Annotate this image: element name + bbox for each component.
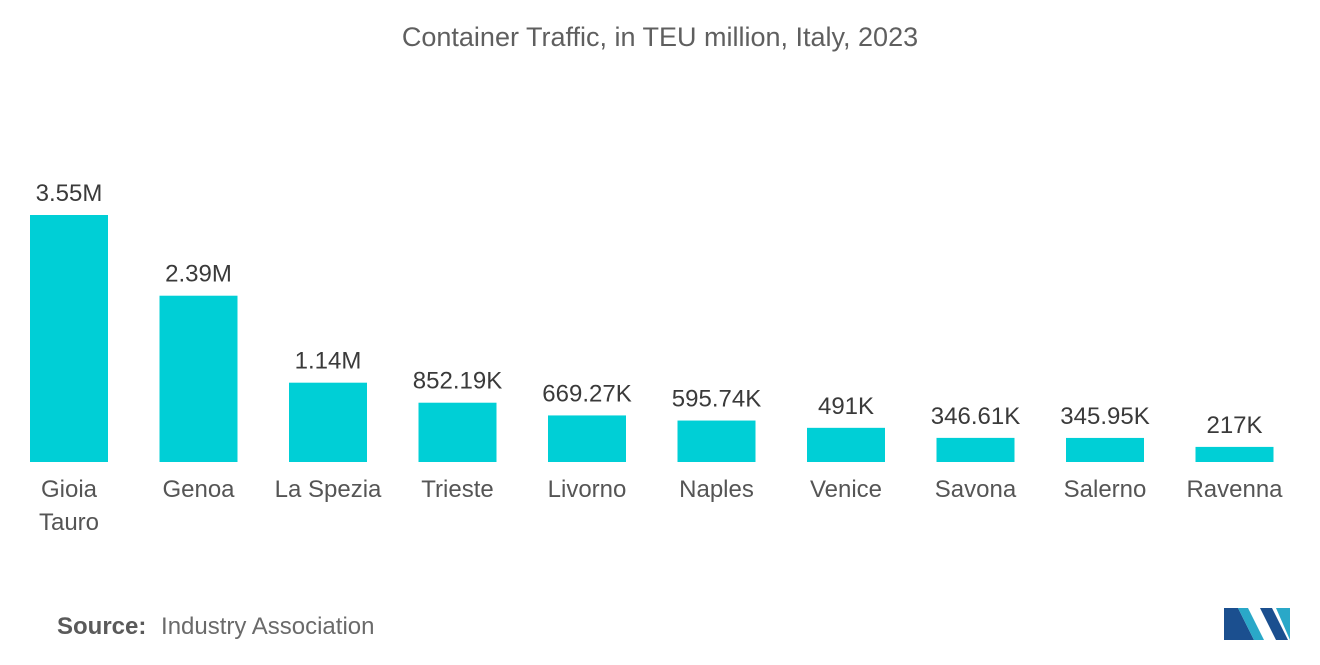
bar-4 [548,415,626,462]
bar-8 [1066,437,1144,462]
value-label-7: 346.61K [931,403,1020,430]
value-label-6: 491K [818,393,874,420]
category-label-4: Livorno [548,476,627,503]
category-label-8: Salerno [1064,476,1147,503]
category-label-0-line-1: Tauro [39,509,99,536]
value-label-8: 345.95K [1060,403,1149,430]
source-text: Industry Association [161,613,375,640]
bar-3 [418,402,497,462]
bar-2 [289,382,367,462]
bar-9 [1195,446,1274,462]
category-label-6: Venice [810,476,882,503]
category-label-0-line-0: Gioia [41,476,98,503]
mordor-intelligence-logo-icon [1224,608,1290,640]
source-label: Source: [57,613,147,640]
value-label-1: 2.39M [165,261,232,288]
category-label-9: Ravenna [1186,476,1283,503]
value-label-0: 3.55M [36,180,103,207]
category-label-2: La Spezia [275,476,382,503]
bar-5 [677,420,756,462]
category-label-7: Savona [935,476,1017,503]
value-label-3: 852.19K [413,368,502,395]
category-label-1: Genoa [162,476,235,503]
source-note: Source: Industry Association [57,613,374,641]
value-label-9: 217K [1206,412,1262,439]
category-label-5: Naples [679,476,754,503]
bar-chart: 3.55M Gioia Tauro 2.39M Genoa 1.14M La Spezia 8… [30,180,1283,536]
bar-0 [30,215,108,462]
bar-1 [159,295,238,462]
chart-title: Container Traffic, in TEU million, Italy… [401,22,919,52]
value-label-2: 1.14M [295,348,362,375]
value-label-4: 669.27K [542,380,631,407]
value-label-5: 595.74K [672,386,761,413]
bar-7 [936,437,1015,462]
bar-6 [807,427,885,462]
category-label-3: Trieste [421,476,493,503]
